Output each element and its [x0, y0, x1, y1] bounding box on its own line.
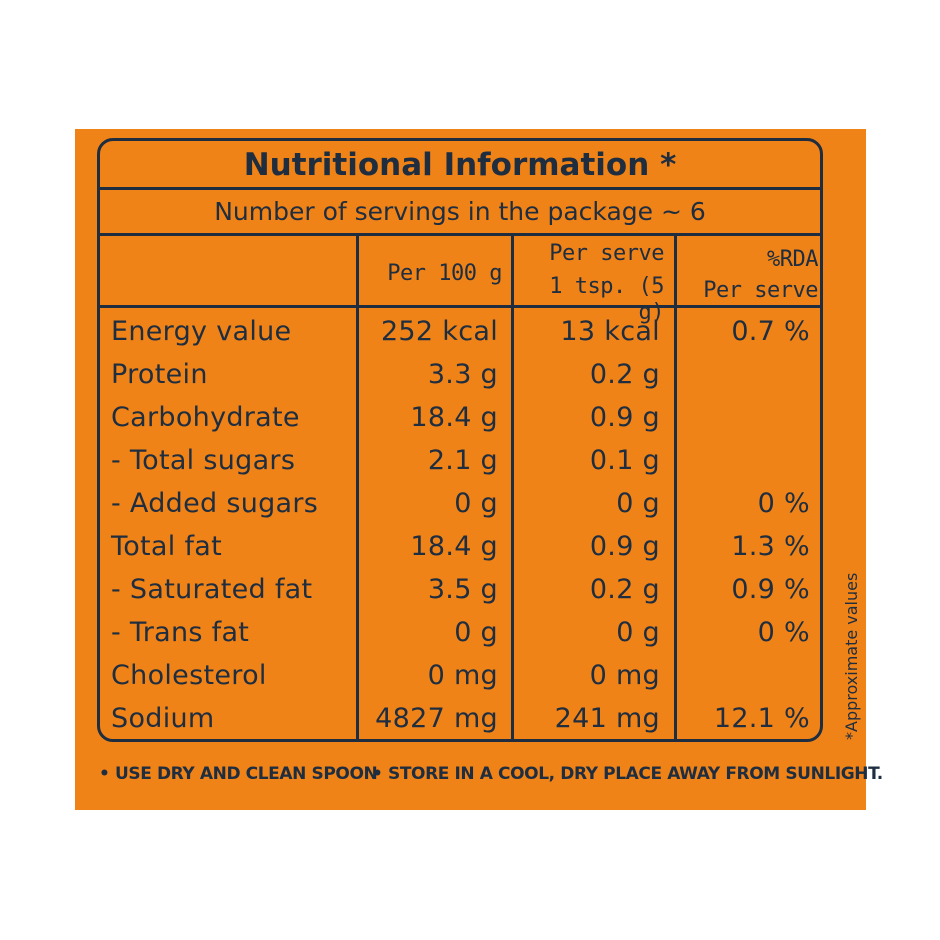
value-per-serve: 241 mg [554, 703, 660, 734]
footer-spoon-instruction: • USE DRY AND CLEAN SPOON [99, 764, 378, 784]
header-serve-size: 1 tsp. (5 g) [549, 274, 664, 325]
value-per-100g: 3.3 g [427, 359, 498, 390]
value-per-serve: 0.2 g [589, 574, 660, 605]
value-rda: 0.9 % [731, 574, 810, 605]
value-per-serve: 0.2 g [589, 359, 660, 390]
value-per-100g: 4827 mg [375, 703, 498, 734]
value-rda: 0 % [757, 488, 810, 519]
divider-title [100, 187, 820, 190]
header-per-serve: Per serve [549, 241, 664, 266]
value-per-100g: 0 mg [427, 660, 498, 691]
servings-line: Number of servings in the package ~ 6 [214, 197, 706, 226]
value-rda: 0.7 % [731, 316, 810, 347]
header-per-100g: Per 100 g [387, 261, 502, 286]
nutrient-label: - Total sugars [111, 445, 296, 476]
value-per-100g: 252 kcal [380, 316, 498, 347]
value-per-100g: 18.4 g [410, 531, 498, 562]
header-rda: %RDA [767, 247, 818, 272]
column-divider-2 [511, 233, 514, 739]
nutrient-label: - Trans fat [111, 617, 250, 648]
value-rda: 1.3 % [731, 531, 810, 562]
nutrient-label: Total fat [111, 531, 222, 562]
nutrient-label: Cholesterol [111, 660, 267, 691]
approximate-values-note: *Approximate values [842, 572, 861, 740]
value-per-100g: 2.1 g [427, 445, 498, 476]
nutrient-label: - Saturated fat [111, 574, 313, 605]
divider-servings [100, 233, 820, 236]
nutrition-table: Nutritional Information * Number of serv… [97, 138, 823, 742]
value-per-100g: 0 g [454, 617, 498, 648]
value-per-serve: 13 kcal [560, 316, 660, 347]
value-per-serve: 0.1 g [589, 445, 660, 476]
value-per-serve: 0 mg [589, 660, 660, 691]
nutrient-label: - Added sugars [111, 488, 319, 519]
value-per-serve: 0.9 g [589, 531, 660, 562]
nutrient-label: Energy value [111, 316, 292, 347]
header-rda-per-serve: Per serve [703, 278, 818, 303]
value-rda: 0 % [757, 617, 810, 648]
label-panel [75, 129, 866, 810]
nutrient-label: Protein [111, 359, 208, 390]
value-per-serve: 0.9 g [589, 402, 660, 433]
nutrient-label: Sodium [111, 703, 215, 734]
column-divider-1 [356, 233, 359, 739]
value-per-100g: 0 g [454, 488, 498, 519]
value-per-100g: 18.4 g [410, 402, 498, 433]
nutrient-label: Carbohydrate [111, 402, 300, 433]
value-rda: 12.1 % [713, 703, 810, 734]
value-per-serve: 0 g [616, 488, 660, 519]
table-title: Nutritional Information * [243, 147, 677, 183]
value-per-serve: 0 g [616, 617, 660, 648]
divider-header [100, 305, 820, 308]
value-per-100g: 3.5 g [427, 574, 498, 605]
footer-storage-instruction: • STORE IN A COOL, DRY PLACE AWAY FROM S… [372, 764, 883, 784]
column-divider-3 [674, 233, 677, 739]
